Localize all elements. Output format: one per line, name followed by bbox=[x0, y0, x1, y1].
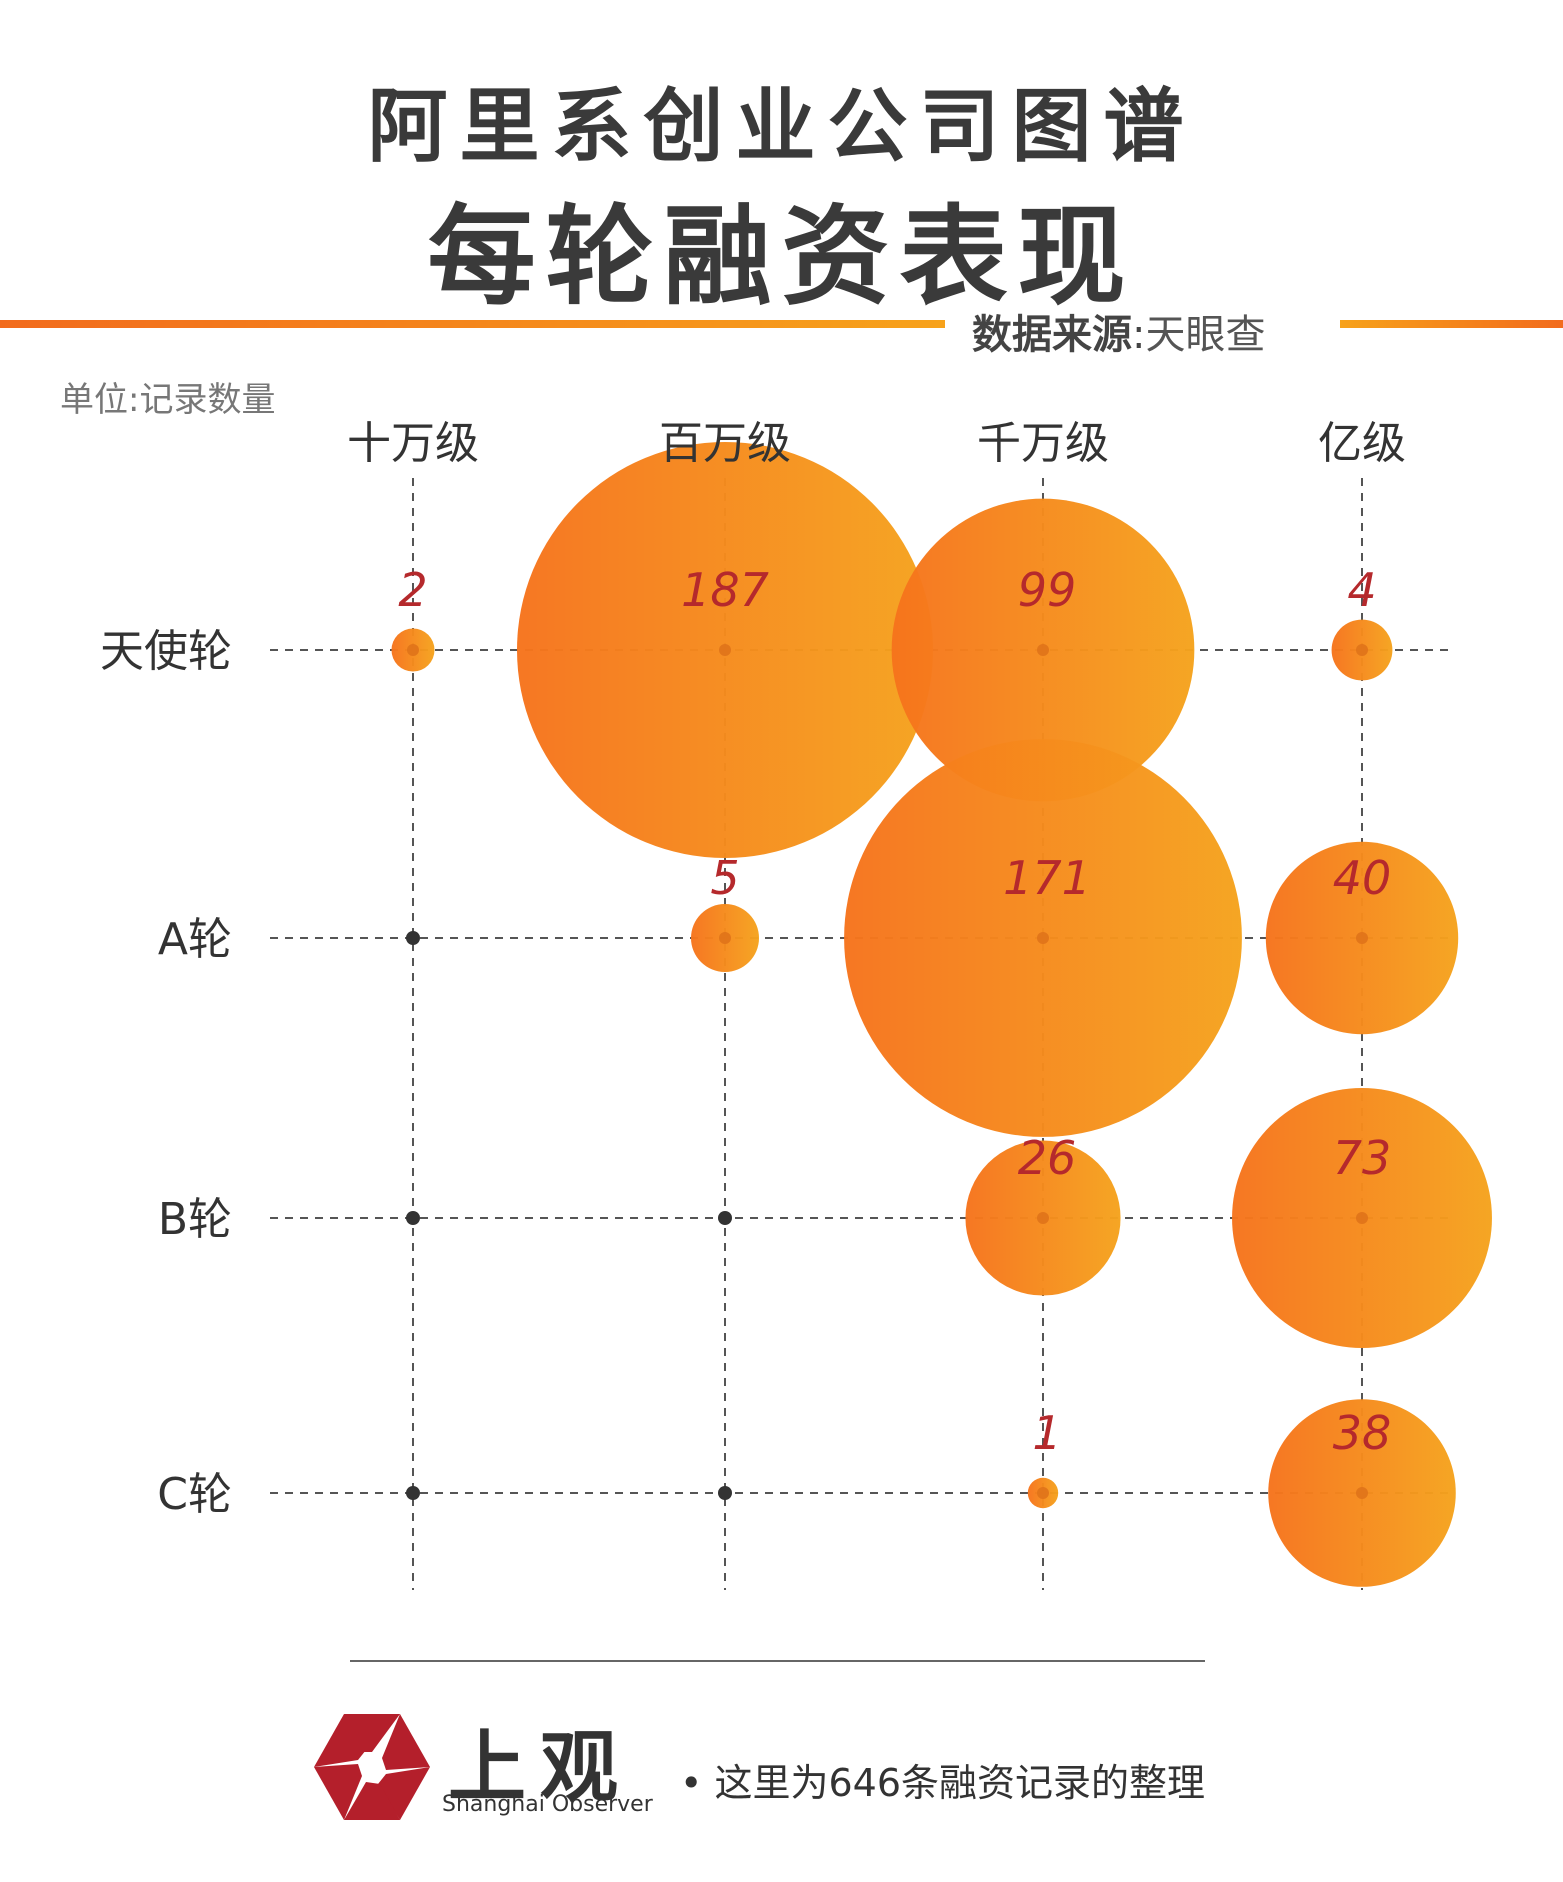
bubble-center bbox=[1037, 644, 1049, 656]
source-label: 数据来源 bbox=[972, 312, 1132, 358]
shanghai-observer-logo-icon bbox=[314, 1714, 430, 1820]
value-label: 73 bbox=[1333, 1131, 1392, 1185]
bubbles bbox=[391, 442, 1492, 1587]
bubble-center bbox=[407, 644, 419, 656]
logo-chinese-text: 上观 bbox=[448, 1722, 633, 1813]
bubble-center bbox=[719, 932, 731, 944]
row-label: B轮 bbox=[158, 1194, 232, 1245]
data-source: 数据来源:天眼查 bbox=[972, 302, 1265, 360]
column-label: 亿级 bbox=[1318, 418, 1406, 469]
source-separator: : bbox=[1132, 312, 1146, 358]
value-label: 2 bbox=[398, 563, 427, 617]
header-rule-left bbox=[0, 320, 945, 328]
bubble-center bbox=[1356, 644, 1368, 656]
bubble-center bbox=[719, 644, 731, 656]
value-label: 171 bbox=[1003, 851, 1091, 905]
chart-title-line2: 每轮融资表现 bbox=[427, 194, 1136, 320]
chart-title-line1: 阿里系创业公司图谱 bbox=[367, 79, 1196, 173]
empty-dot bbox=[406, 931, 420, 945]
value-labels: 2 187 99 4 5 171 40 26 73 1 38 bbox=[398, 563, 1391, 1460]
logo-english-text: Shanghai Observer bbox=[442, 1792, 653, 1817]
row-label: A轮 bbox=[158, 914, 232, 965]
unit-label: 单位:记录数量 bbox=[60, 380, 276, 420]
row-label: C轮 bbox=[157, 1469, 232, 1520]
bubble-center bbox=[1037, 1487, 1049, 1499]
bubble-center bbox=[1356, 1487, 1368, 1499]
empty-dot bbox=[406, 1211, 420, 1225]
value-label: 38 bbox=[1333, 1406, 1392, 1460]
column-label: 十万级 bbox=[347, 418, 479, 469]
value-label: 40 bbox=[1333, 851, 1392, 905]
value-label: 4 bbox=[1347, 563, 1376, 617]
value-label: 1 bbox=[1032, 1406, 1061, 1460]
footnote: • 这里为646条融资记录的整理 bbox=[680, 1761, 1206, 1805]
bubble-center bbox=[1037, 1212, 1049, 1224]
bubble-center bbox=[1356, 932, 1368, 944]
column-label: 百万级 bbox=[659, 418, 791, 469]
value-label: 5 bbox=[710, 851, 739, 905]
value-label: 26 bbox=[1018, 1131, 1077, 1185]
empty-dot bbox=[718, 1211, 732, 1225]
source-value: 天眼查 bbox=[1145, 312, 1266, 358]
bubble-center bbox=[1356, 1212, 1368, 1224]
empty-dot bbox=[406, 1486, 420, 1500]
footer-divider bbox=[350, 1660, 1205, 1662]
value-label: 99 bbox=[1018, 563, 1077, 617]
header-rule-right bbox=[1340, 320, 1563, 328]
column-label: 千万级 bbox=[977, 418, 1109, 469]
value-label: 187 bbox=[681, 563, 769, 617]
bubble-center bbox=[1037, 932, 1049, 944]
empty-dot bbox=[718, 1486, 732, 1500]
row-label: 天使轮 bbox=[100, 626, 232, 677]
